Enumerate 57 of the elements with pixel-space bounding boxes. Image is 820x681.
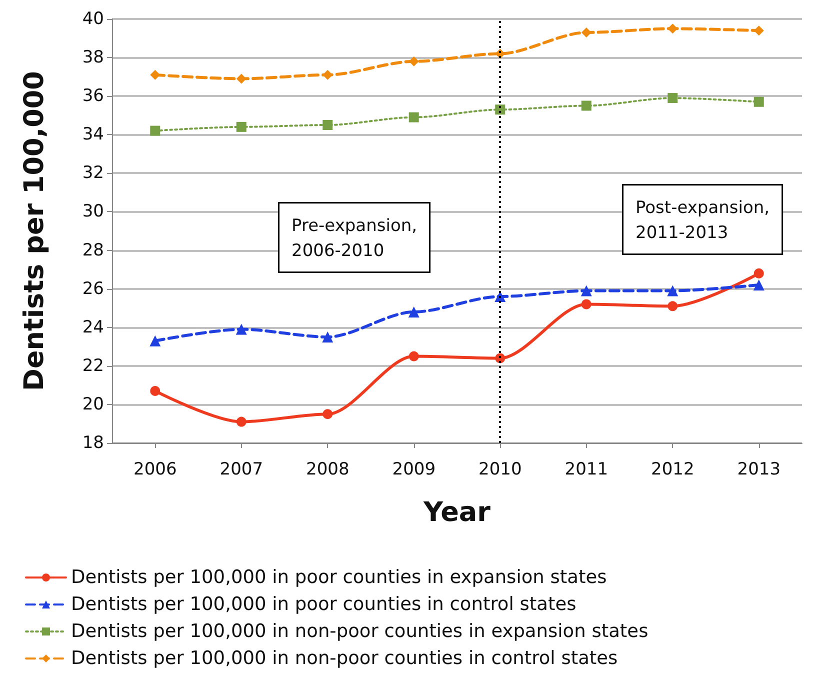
y-tick-label: 30 (82, 202, 104, 222)
point (495, 104, 506, 115)
point (236, 122, 246, 132)
point (580, 285, 592, 296)
point (581, 27, 592, 38)
x-tick-label: 2009 (392, 460, 436, 480)
x-tick-label: 2007 (220, 460, 264, 480)
y-tick-label: 24 (82, 317, 104, 338)
point (668, 93, 678, 104)
point (408, 306, 420, 318)
legend-label: Dentists per 100,000 in poor counties in control states (71, 594, 576, 615)
point (322, 409, 333, 420)
point (668, 24, 678, 34)
point (150, 335, 161, 346)
point (581, 100, 592, 111)
point (236, 324, 247, 335)
legend-label: Dentists per 100,000 in poor counties in expansion states (71, 567, 607, 588)
y-tick-label: 32 (82, 163, 104, 184)
y-tick-label: 36 (82, 86, 104, 106)
point (753, 279, 764, 290)
point (754, 96, 764, 107)
point (667, 285, 678, 296)
point (236, 416, 246, 427)
y-tick-label: 38 (82, 48, 104, 68)
y-tick-label: 34 (82, 124, 104, 145)
point (408, 112, 419, 122)
point (150, 386, 160, 396)
y-tick-label: 20 (82, 394, 104, 414)
y-tick-label: 40 (82, 9, 104, 29)
x-axis-title: Year (422, 497, 492, 528)
point (754, 26, 764, 36)
x-tick-label: 2006 (133, 460, 177, 480)
point (581, 299, 592, 310)
x-tick-label: 2012 (650, 460, 694, 480)
y-tick-label: 28 (82, 240, 104, 260)
x-tick-label: 2011 (564, 460, 608, 480)
point (408, 56, 419, 66)
point (668, 301, 678, 312)
point (408, 351, 419, 362)
point (150, 70, 160, 80)
point (754, 268, 764, 278)
y-axis-title: Dentists per 100,000 (19, 71, 50, 391)
point (322, 332, 334, 342)
legend-label: Dentists per 100,000 in non-poor counties in control states (71, 648, 618, 669)
annotation: Post-expansion, 2011-2013 (636, 198, 770, 243)
x-tick-label: 2013 (737, 460, 781, 480)
x-tick-label: 2008 (306, 460, 350, 480)
point (322, 70, 333, 80)
y-tick-label: 18 (82, 433, 104, 453)
x-tick-label: 2010 (478, 460, 522, 480)
point (236, 74, 246, 84)
annotation: Pre-expansion, 2006-2010 (292, 216, 418, 261)
y-tick-label: 26 (82, 278, 104, 299)
legend-label: Dentists per 100,000 in non-poor counties in expansion states (71, 621, 648, 642)
y-tick-label: 22 (82, 356, 104, 376)
point (150, 126, 160, 136)
point (322, 120, 333, 130)
